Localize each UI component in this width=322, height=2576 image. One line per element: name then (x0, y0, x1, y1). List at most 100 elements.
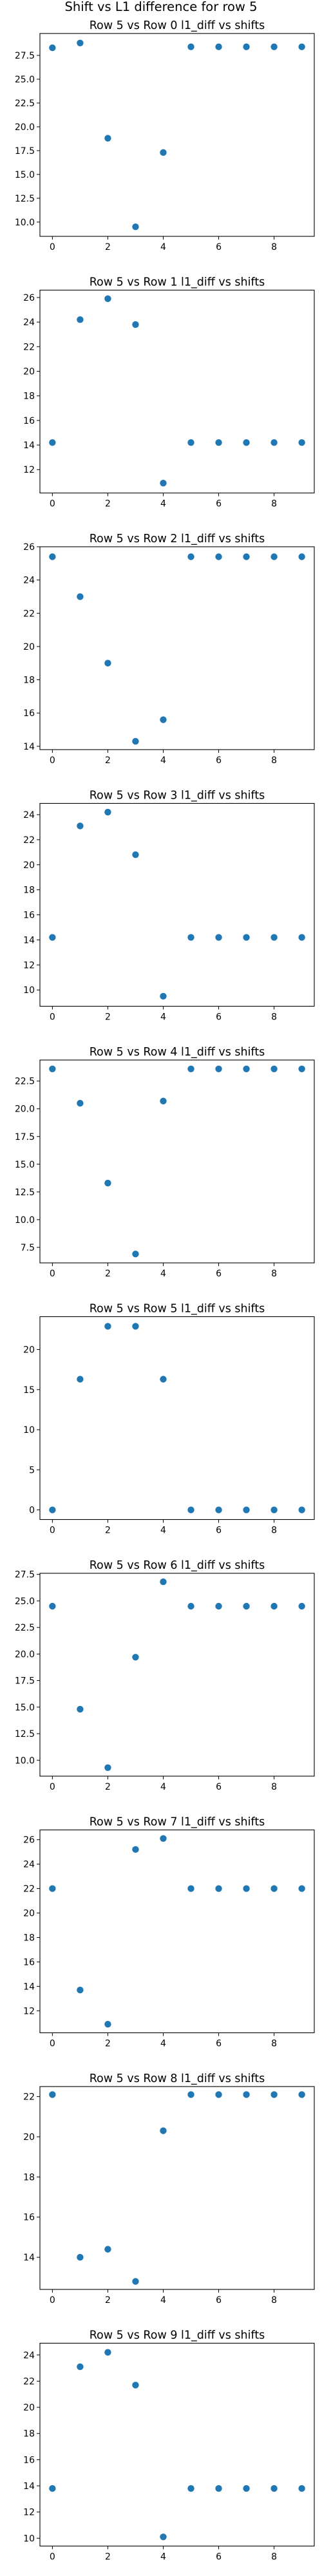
x-tick-label: 0 (50, 499, 55, 509)
plot-frame (39, 1316, 315, 1520)
y-tick-label: 10 (23, 1425, 35, 1435)
plot-frame (39, 2342, 315, 2547)
data-point (77, 39, 84, 46)
data-point (77, 1099, 84, 1107)
y-tick-label: 15.0 (15, 1703, 35, 1713)
data-point (104, 1764, 111, 1772)
x-tick-label: 2 (105, 1782, 111, 1792)
data-point (187, 1065, 194, 1072)
x-tick-label: 6 (216, 1526, 222, 1536)
data-point (160, 1578, 167, 1586)
data-point (132, 1251, 139, 1258)
x-tick-label: 0 (50, 1269, 55, 1279)
x-tick-label: 0 (50, 2552, 55, 2562)
data-point (104, 295, 111, 303)
y-tick-label: 14 (23, 2253, 35, 2263)
plot-frame (39, 1059, 315, 1264)
x-tick-label: 6 (216, 1012, 222, 1023)
y-tick-label: 14 (23, 440, 35, 451)
data-point (187, 1506, 194, 1513)
x-tick-label: 6 (216, 1782, 222, 1792)
y-tick-label: 10.0 (15, 1756, 35, 1766)
x-tick-label: 0 (50, 1012, 55, 1023)
y-tick-label: 20 (23, 2132, 35, 2143)
y-tick-label: 12.5 (15, 1188, 35, 1198)
data-point (77, 1376, 84, 1383)
x-tick-label: 0 (50, 1782, 55, 1792)
data-point (298, 1506, 305, 1513)
data-point (49, 439, 56, 446)
data-point (215, 1506, 222, 1513)
y-tick-label: 10.0 (15, 218, 35, 228)
data-point (215, 1065, 222, 1072)
data-point (49, 1602, 56, 1610)
x-tick-label: 8 (271, 1269, 277, 1279)
data-point (132, 223, 139, 231)
y-tick-label: 20.0 (15, 1104, 35, 1115)
y-tick-label: 26 (23, 293, 35, 303)
y-tick-label: 16 (23, 1957, 35, 1967)
data-point (132, 737, 139, 745)
data-point (77, 822, 84, 829)
x-tick-label: 2 (105, 2552, 111, 2562)
data-point (187, 1885, 194, 1892)
x-tick-label: 2 (105, 1012, 111, 1023)
y-tick-label: 20 (23, 1345, 35, 1356)
data-point (160, 716, 167, 723)
data-point (298, 2091, 305, 2098)
y-tick-label: 22 (23, 2092, 35, 2103)
plot-frame (39, 802, 315, 1007)
x-tick-label: 2 (105, 2039, 111, 2049)
y-tick-label: 20 (23, 860, 35, 871)
x-tick-label: 4 (160, 1526, 166, 1536)
y-tick-label: 24 (23, 576, 35, 586)
y-tick-label: 18 (23, 2172, 35, 2183)
data-point (270, 2485, 278, 2492)
subplot-4: Row 5 vs Row 4 l1_diff vs shifts 0 2 4 6 8 7.5… (15, 1046, 315, 1279)
y-tick-label: 24 (23, 1860, 35, 1870)
data-point (270, 1885, 278, 1892)
data-point (298, 439, 305, 446)
plot-frame (39, 289, 315, 494)
data-point (298, 1065, 305, 1072)
data-point (270, 1602, 278, 1610)
x-tick-label: 0 (50, 2039, 55, 2049)
x-tick-label: 8 (271, 755, 277, 766)
x-tick-label: 4 (160, 499, 166, 509)
x-tick-label: 6 (216, 2295, 222, 2306)
y-tick-label: 16 (23, 911, 35, 921)
x-tick-label: 4 (160, 755, 166, 766)
data-point (298, 2485, 305, 2492)
x-tick-label: 8 (271, 2039, 277, 2049)
data-point (160, 1097, 167, 1104)
data-point (298, 934, 305, 941)
x-tick-label: 2 (105, 2295, 111, 2306)
data-point (243, 1602, 250, 1610)
data-point (215, 934, 222, 941)
data-point (49, 553, 56, 560)
data-point (215, 553, 222, 560)
plot-frame (39, 1829, 315, 2034)
y-tick-label: 14 (23, 742, 35, 752)
data-point (160, 2533, 167, 2541)
data-point (187, 439, 194, 446)
x-tick-label: 8 (271, 1782, 277, 1792)
x-tick-label: 8 (271, 1012, 277, 1023)
data-point (104, 808, 111, 816)
x-tick-label: 0 (50, 242, 55, 252)
y-tick-label: 20 (23, 367, 35, 377)
y-tick-label: 10 (23, 985, 35, 996)
data-point (187, 43, 194, 50)
y-tick-label: 25.0 (15, 75, 35, 85)
data-point (132, 851, 139, 858)
subplot-title: Row 5 vs Row 1 l1_diff vs shifts (90, 276, 265, 289)
y-tick-label: 14 (23, 2481, 35, 2492)
data-point (243, 439, 250, 446)
y-tick-label: 26 (23, 1835, 35, 1846)
y-tick-label: 16 (23, 416, 35, 426)
y-tick-label: 22 (23, 2376, 35, 2387)
x-tick-label: 8 (271, 1526, 277, 1536)
